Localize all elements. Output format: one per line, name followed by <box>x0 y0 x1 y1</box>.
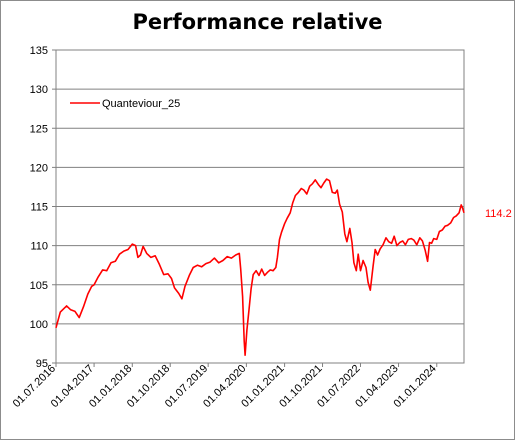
x-axis-ticks: 01.07.201601.04.201701.01.201801.10.2018… <box>11 363 439 410</box>
y-tick-label: 135 <box>30 45 48 57</box>
y-tick-label: 110 <box>30 241 48 253</box>
y-tick-label: 125 <box>30 123 48 135</box>
y-tick-label: 120 <box>30 162 48 174</box>
gridlines <box>56 88 464 325</box>
plot-area <box>55 49 465 364</box>
y-axis-ticks: 95 100 105 110 115 120 125 130 135 <box>30 45 56 370</box>
end-value-label: 114.2 <box>485 208 512 220</box>
legend-label: Quanteviour_25 <box>102 98 180 110</box>
y-tick-label: 100 <box>30 319 48 331</box>
series-line <box>55 178 465 357</box>
y-tick-label: 115 <box>30 202 48 214</box>
chart-title: Performance relative <box>132 10 383 34</box>
y-tick-label: 95 <box>36 358 48 370</box>
series-group <box>55 178 465 357</box>
y-tick-label: 130 <box>30 84 48 96</box>
y-tick-label: 105 <box>30 280 48 292</box>
legend: Quanteviour_25 <box>70 98 180 110</box>
